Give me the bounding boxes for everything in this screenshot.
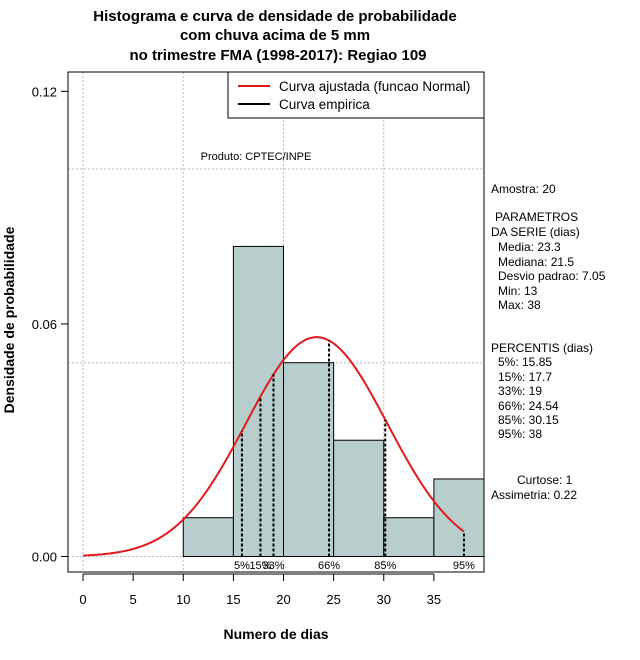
percentile-label: 15% xyxy=(249,560,271,572)
y-axis-label: Densidade de probabilidade xyxy=(1,226,17,413)
histogram-bar xyxy=(433,478,485,557)
chart-title-line-2: com chuva acima de 5 mm xyxy=(180,27,370,44)
stat-media: Media: 23.3 xyxy=(498,240,561,254)
x-axis-tick-label: 20 xyxy=(276,592,290,607)
y-axis-tick-label: 0.00 xyxy=(32,549,57,564)
percentile-label: 85% xyxy=(374,560,396,572)
x-axis-tick-label: 35 xyxy=(427,592,441,607)
percentile-label: 5% xyxy=(234,560,250,572)
stat-curtose: Curtose: 1 xyxy=(517,473,573,487)
product-label: Produto: CPTEC/INPE xyxy=(201,151,312,163)
stat-assimetria: Assimetria: 0.22 xyxy=(491,488,577,502)
stat-p85: 85%: 30.15 xyxy=(498,413,559,427)
y-axis-tick-label: 0.12 xyxy=(32,84,57,99)
histogram-bar xyxy=(383,517,435,557)
percentile-label: 95% xyxy=(453,560,475,572)
stat-desvio: Desvio padrao: 7.05 xyxy=(498,269,606,283)
params-title-2: DA SERIE (dias) xyxy=(491,225,580,239)
legend-box xyxy=(227,71,485,119)
y-axis-tick-label: 0.06 xyxy=(32,317,57,332)
chart-title-line-1: Histograma e curva de densidade de proba… xyxy=(93,8,456,25)
histogram-bar xyxy=(333,439,385,557)
stat-min: Min: 13 xyxy=(498,284,538,298)
stat-p15: 15%: 17.7 xyxy=(498,370,552,384)
stat-p5: 5%: 15.85 xyxy=(498,355,552,369)
percentile-label: 66% xyxy=(318,560,340,572)
percentis-title: PERCENTIS (dias) xyxy=(491,341,593,355)
percentile-label: 33% xyxy=(262,560,284,572)
params-title-1: PARAMETROS xyxy=(495,210,578,224)
legend: Curva ajustada (funcao Normal) Curva emp… xyxy=(227,71,485,119)
fitted-normal-curve xyxy=(82,336,465,557)
stat-p95: 95%: 38 xyxy=(498,427,542,441)
x-axis-tick-label: 10 xyxy=(176,592,190,607)
chart-title-line-3: no trimestre FMA (1998-2017): Regiao 109 xyxy=(129,47,426,64)
x-axis-label: Numero de dias xyxy=(223,626,328,642)
histogram-bar xyxy=(182,517,234,557)
x-axis-tick-label: 0 xyxy=(79,592,86,607)
stat-amostra: Amostra: 20 xyxy=(491,182,556,196)
legend-fitted-label: Curva ajustada (funcao Normal) xyxy=(279,79,470,94)
stat-p66: 66%: 24.54 xyxy=(498,399,559,413)
x-axis-tick-label: 15 xyxy=(226,592,240,607)
x-axis-tick-label: 5 xyxy=(130,592,137,607)
stat-p33: 33%: 19 xyxy=(498,384,542,398)
x-axis-tick-label: 30 xyxy=(377,592,391,607)
histogram-bar xyxy=(283,362,335,557)
legend-empirical-label: Curva empirica xyxy=(279,97,370,112)
stat-max: Max: 38 xyxy=(498,298,541,312)
stats-panel: Amostra: 20 PARAMETROS DA SERIE (dias) M… xyxy=(491,182,606,502)
stat-mediana: Mediana: 21.5 xyxy=(498,255,574,269)
x-axis-tick-label: 25 xyxy=(326,592,340,607)
